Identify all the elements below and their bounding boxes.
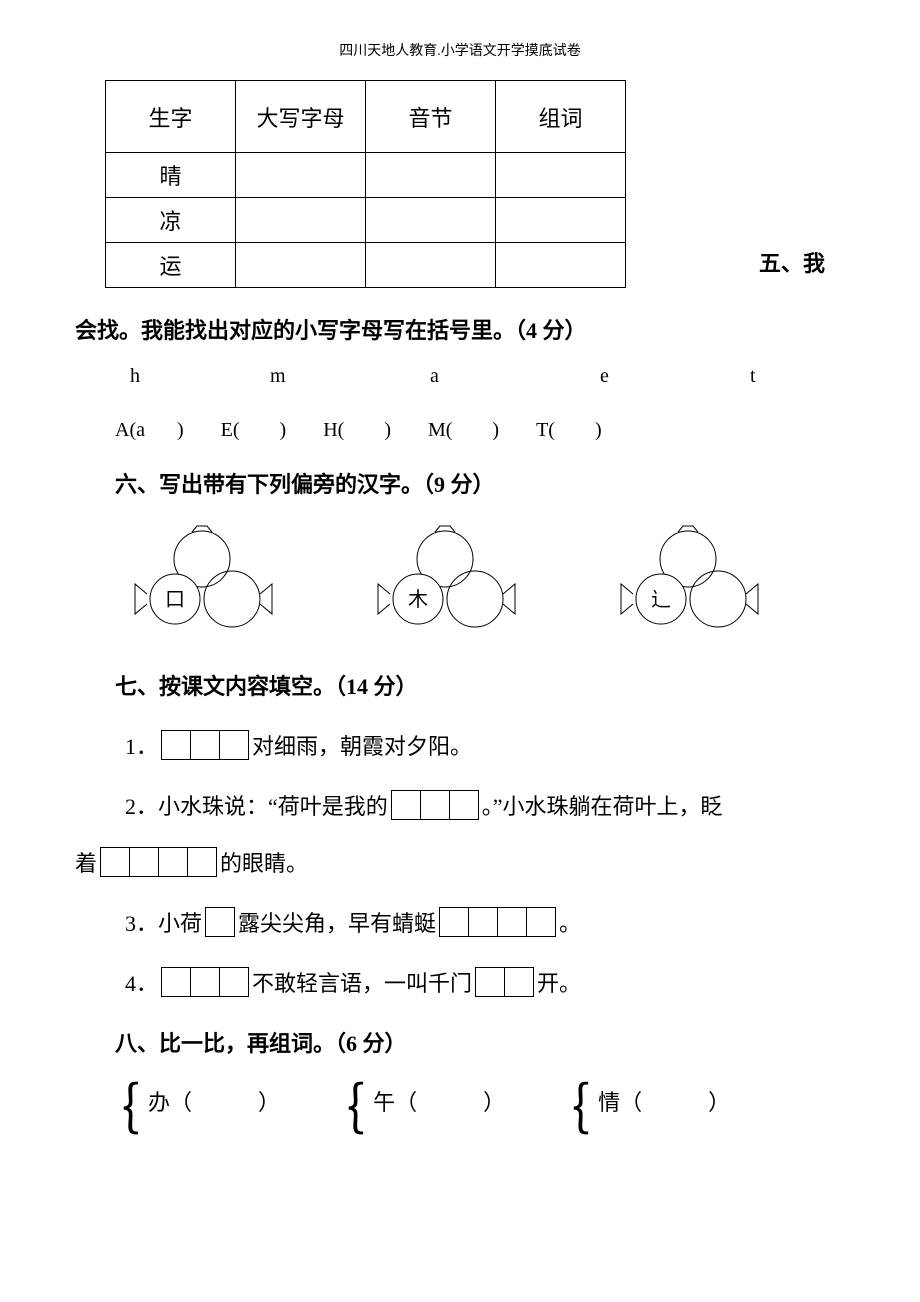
- letter-a: a: [430, 365, 600, 388]
- q7-2-mid: 。”小水珠躺在荷叶上，眨: [482, 789, 723, 821]
- q7-4-after: 开。: [537, 966, 581, 998]
- row1-cell3[interactable]: [366, 153, 496, 198]
- row3-cell4[interactable]: [496, 243, 626, 288]
- q7-item1: 1． 对细雨，朝霞对夕阳。: [125, 729, 845, 761]
- q7-2-grid1[interactable]: [391, 790, 479, 820]
- radical-2-char: 木: [408, 588, 428, 611]
- th-shengzi: 生字: [106, 81, 236, 153]
- compare-1-char: 办: [148, 1090, 170, 1115]
- radical-group-2[interactable]: 木: [360, 524, 560, 644]
- q7-title: 七、按课文内容填空。（14 分）: [115, 669, 845, 701]
- q5-title: 会找。我能找出对应的小写字母写在括号里。（4 分）: [75, 313, 845, 345]
- q7-3-grid2[interactable]: [439, 907, 556, 937]
- page-header: 四川天地人教育.小学语文开学摸底试卷: [75, 40, 845, 60]
- radical-group-1[interactable]: 口: [117, 524, 317, 644]
- row2-cell4[interactable]: [496, 198, 626, 243]
- q7-1-text: 对细雨，朝霞对夕阳。: [252, 729, 472, 761]
- row1-char: 晴: [106, 153, 236, 198]
- matching-row: A(a) E( ) H( ) M( ) T( ): [115, 413, 845, 442]
- match-E[interactable]: E( ): [221, 413, 287, 442]
- compare-2-char: 午: [373, 1090, 395, 1115]
- match-M[interactable]: M( ): [428, 413, 499, 442]
- character-table: 生字 大写字母 音节 组词 晴 凉 运: [105, 80, 626, 288]
- q7-3-num: 3．: [125, 906, 158, 938]
- compare-3-char: 情: [598, 1090, 620, 1115]
- lowercase-letters-row: h m a e t: [130, 365, 845, 388]
- q7-4-text: 不敢轻言语，一叫千门: [252, 966, 472, 998]
- q5-title-lead: 五、我: [759, 246, 825, 278]
- q8-title: 八、比一比，再组词。（6 分）: [115, 1026, 845, 1058]
- q7-item4: 4． 不敢轻言语，一叫千门 开。: [125, 966, 845, 998]
- table-section: 生字 大写字母 音节 组词 晴 凉 运 五、我: [75, 80, 845, 288]
- row2-cell2[interactable]: [236, 198, 366, 243]
- brace-icon-3: ｛: [535, 1083, 590, 1138]
- letter-m: m: [270, 365, 430, 388]
- brace-icon-2: ｛: [310, 1083, 365, 1138]
- row3-cell3[interactable]: [366, 243, 496, 288]
- letter-e: e: [600, 365, 750, 388]
- q7-2-text1: 小水珠说：“荷叶是我的: [158, 789, 388, 821]
- radical-3-char: 辶: [651, 589, 671, 611]
- match-H[interactable]: H( ): [323, 413, 391, 442]
- q7-item2-line2: 着 的眼睛。: [75, 846, 845, 878]
- q7-2-num: 2．: [125, 789, 158, 821]
- q7-3-after: 。: [559, 906, 581, 938]
- q7-item2-line1: 2． 小水珠说：“荷叶是我的 。”小水珠躺在荷叶上，眨: [125, 789, 845, 821]
- q6-title: 六、写出带有下列偏旁的汉字。（9 分）: [115, 467, 845, 499]
- brace-icon-1: ｛: [85, 1083, 140, 1138]
- th-yinjie: 音节: [366, 81, 496, 153]
- th-daxie: 大写字母: [236, 81, 366, 153]
- q7-4-num: 4．: [125, 966, 158, 998]
- radical-group-3[interactable]: 辶: [603, 524, 803, 644]
- q7-2-post: 的眼睛。: [220, 846, 308, 878]
- row2-char: 凉: [106, 198, 236, 243]
- compare-group-3: ｛ 情（ ）: [535, 1083, 730, 1138]
- q7-1-num: 1．: [125, 729, 158, 761]
- th-zuci: 组词: [496, 81, 626, 153]
- radical-1-char: 口: [165, 589, 185, 611]
- match-T[interactable]: T( ): [536, 413, 602, 442]
- q7-3-text1: 小荷: [158, 906, 202, 938]
- compare-group-1: ｛ 办（ ）: [85, 1083, 280, 1138]
- q7-2-grid2[interactable]: [100, 847, 217, 877]
- q7-item3: 3． 小荷 露尖尖角，早有蜻蜓 。: [125, 906, 845, 938]
- row3-cell2[interactable]: [236, 243, 366, 288]
- row1-cell4[interactable]: [496, 153, 626, 198]
- letter-h: h: [130, 365, 270, 388]
- q7-3-grid1[interactable]: [205, 907, 235, 937]
- q7-4-grid2[interactable]: [475, 967, 534, 997]
- radicals-row: 口 木 辶: [75, 524, 845, 644]
- compare-row: ｛ 办（ ） ｛ 午（ ） ｛ 情（ ）: [85, 1083, 845, 1138]
- match-A[interactable]: A(a): [115, 419, 184, 442]
- row3-char: 运: [106, 243, 236, 288]
- row2-cell3[interactable]: [366, 198, 496, 243]
- compare-group-2: ｛ 午（ ）: [310, 1083, 505, 1138]
- row1-cell2[interactable]: [236, 153, 366, 198]
- q7-1-grid[interactable]: [161, 730, 249, 760]
- q7-2-pre: 着: [75, 846, 97, 878]
- q7-4-grid1[interactable]: [161, 967, 249, 997]
- letter-t: t: [750, 365, 756, 388]
- q7-3-mid: 露尖尖角，早有蜻蜓: [238, 906, 436, 938]
